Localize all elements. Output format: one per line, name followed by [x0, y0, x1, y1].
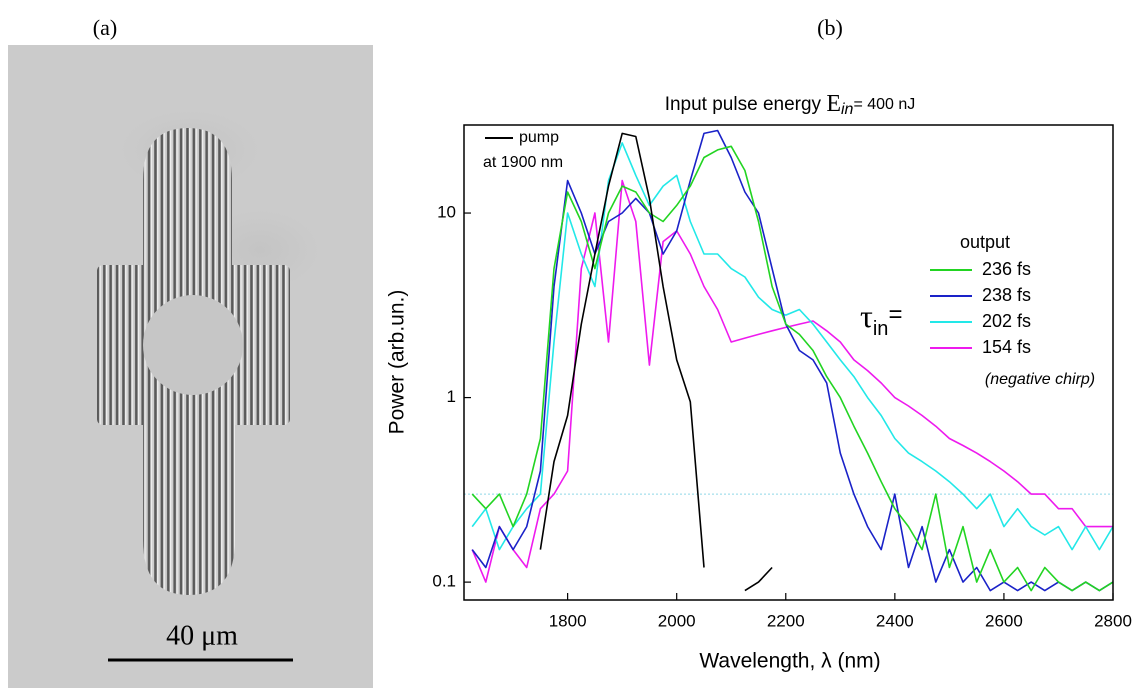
plot-area: [464, 129, 1113, 592]
micrograph: 40 μm: [8, 45, 373, 688]
x-tick-label: 2800: [1094, 611, 1132, 630]
legend-note: (negative chirp): [985, 371, 1095, 388]
x-tick-label: 1800: [549, 611, 587, 630]
tau-equals: =: [888, 301, 902, 328]
title-text: Input pulse energy: [665, 94, 827, 115]
x-tick-label: 2000: [658, 611, 696, 630]
x-tick-label: 2400: [876, 611, 914, 630]
y-axis-label: Power (arb.un.): [386, 290, 409, 435]
legend-label: 236 fs: [982, 259, 1031, 279]
x-tick-label: 2600: [985, 611, 1023, 630]
legend-label: 238 fs: [982, 285, 1031, 305]
series-line: [471, 179, 1113, 583]
panel-label: (b): [817, 15, 843, 40]
pump-note: at 1900 nm: [483, 154, 563, 171]
y-tick-label: 10: [437, 203, 456, 222]
title-text: = 400 nJ: [853, 96, 915, 113]
x-axis-label: Wavelength, λ (nm): [699, 650, 880, 673]
panel-label: (a): [93, 15, 117, 40]
chart-title: Input pulse energy Ein= 400 nJ: [665, 91, 916, 119]
series-line: [471, 145, 1113, 592]
series-line: [539, 132, 773, 592]
tau-label: τin=: [860, 298, 902, 340]
plot-frame: [463, 124, 1114, 601]
tau-subscript: in: [873, 318, 889, 340]
series-line: [471, 129, 1113, 592]
y-tick-label: 1: [447, 387, 456, 406]
title-subscript: in: [841, 101, 854, 118]
scale-bar-label: 40 μm: [166, 620, 238, 651]
tau-symbol: τ: [860, 298, 873, 334]
legend-label: 154 fs: [982, 337, 1031, 357]
y-tick-label: 0.1: [432, 572, 456, 591]
legend-label: pump: [519, 129, 559, 146]
legend-label: 202 fs: [982, 311, 1031, 331]
legend-title: output: [960, 232, 1010, 252]
x-tick-label: 2200: [767, 611, 805, 630]
series-line: [471, 142, 1113, 551]
title-symbol: E: [826, 91, 841, 117]
